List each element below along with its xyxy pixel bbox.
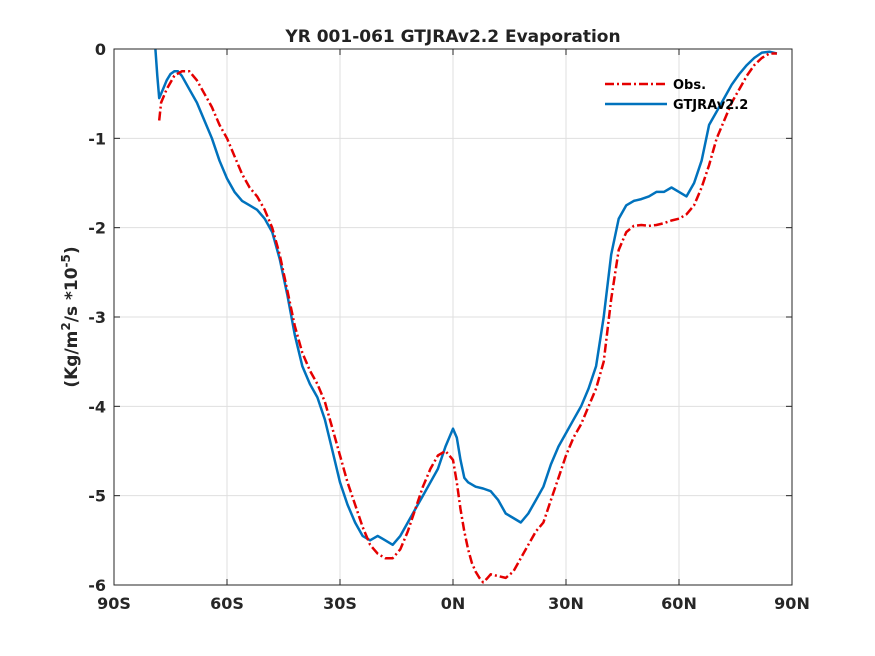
y-tick-label: -6 — [88, 576, 106, 595]
series-layer — [154, 48, 778, 584]
y-tick-label: -2 — [88, 219, 106, 238]
series-line-obs — [157, 52, 777, 584]
chart-title: YR 001-061 GTJRAv2.2 Evaporation — [284, 27, 620, 47]
x-tick-labels: 90S 60S 30S 0N 30N 60N 90N — [97, 594, 810, 613]
legend-label-gtjra: GTJRAv2.2 — [673, 98, 748, 113]
x-tick-label: 30N — [548, 594, 584, 613]
x-tick-label: 90N — [774, 594, 810, 613]
x-tick-label: 60N — [661, 594, 697, 613]
y-axis-label-mid: /s *10 — [62, 267, 82, 322]
x-tick-label: 60S — [210, 594, 244, 613]
y-tick-label: -5 — [88, 487, 106, 506]
y-axis-label-main: (Kg/m — [62, 331, 82, 388]
y-axis-label-sup1: 2 — [59, 322, 73, 330]
legend: Obs. GTJRAv2.2 — [605, 78, 748, 113]
legend-label-obs: Obs. — [673, 78, 706, 93]
x-tick-label: 30S — [323, 594, 357, 613]
y-tick-label: -1 — [88, 129, 106, 148]
y-tick-label: 0 — [95, 40, 106, 59]
y-axis-label-sup2: -5 — [59, 254, 73, 267]
y-tick-labels: -6 -5 -4 -3 -2 -1 0 — [88, 40, 106, 595]
y-tick-label: -4 — [88, 397, 106, 416]
x-tick-label: 90S — [97, 594, 131, 613]
series-line-gtjrav2-2 — [154, 48, 778, 547]
tick-marks — [113, 48, 793, 586]
x-tick-label: 0N — [441, 594, 466, 613]
y-axis-label-end: ) — [62, 246, 82, 254]
y-axis-label: (Kg/m2/s *10-5) — [59, 246, 82, 387]
y-tick-label: -3 — [88, 308, 106, 327]
